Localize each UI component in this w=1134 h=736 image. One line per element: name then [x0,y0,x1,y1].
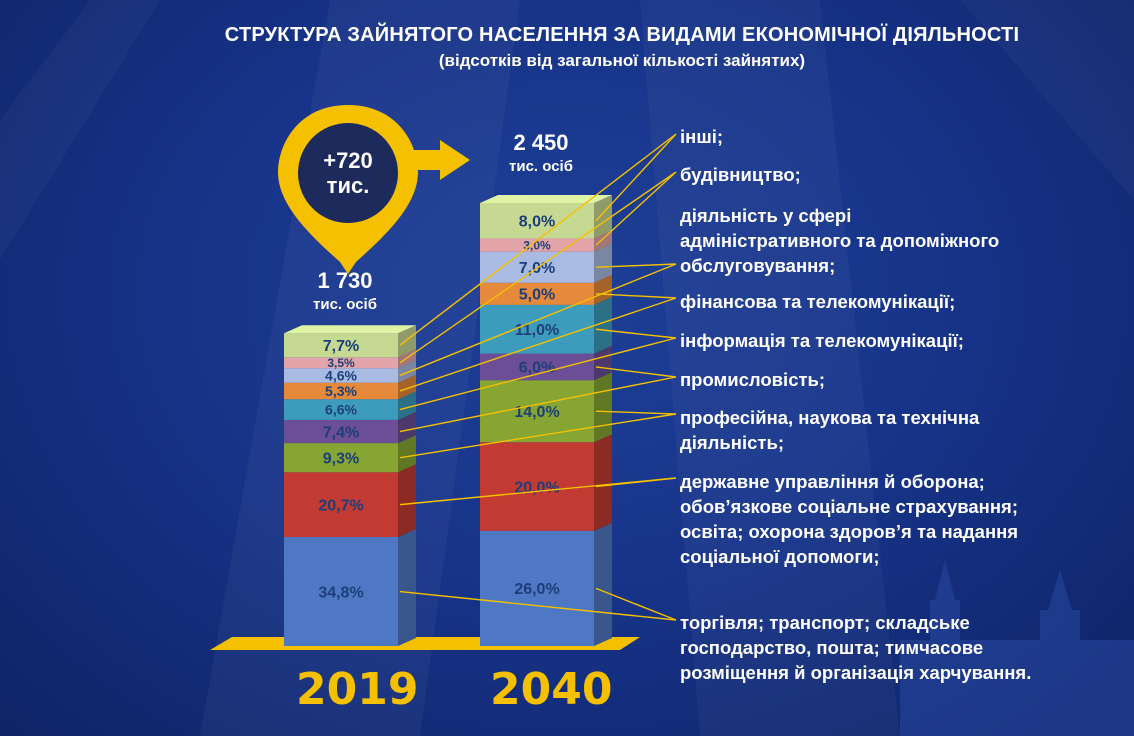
leader-line-2019-8 [399,133,677,346]
bar-2040-top [480,195,612,203]
bar-2019-segment-5-side [398,374,416,400]
bar-2019-segment-3 [284,419,398,444]
bar-2040-segment-6-side [594,243,612,283]
legend-label-construction: будівництво; [680,164,801,185]
data-label-2040-3: 6,0% [519,360,555,377]
bar-2019-segment-6-side [398,360,416,383]
leader-line-2040-6 [595,263,677,268]
bar-2040-segment-0 [480,530,594,646]
bar-2019-segment-8-side [398,325,416,358]
bar-2019-segment-7 [284,357,398,369]
leader-line-2019-0 [399,590,677,621]
leader-line-2040-0 [595,587,677,621]
total-2040-unit: тис. осіб [509,158,573,175]
data-label-2019-2: 9,3% [323,450,359,467]
bar-2040-segment-1 [480,442,594,531]
legend-label-professional: професійна, наукова та технічна діяльніс… [680,407,980,453]
data-label-2019-3: 7,4% [323,424,359,441]
bar-2019-segment-3-side [398,411,416,444]
total-2019-value: 1 730 [317,268,373,293]
growth-badge: +720 тис. [298,123,398,223]
data-label-2019-4: 6,6% [325,402,357,418]
leader-line-2040-2 [595,410,677,415]
bar-2019-segment-5 [284,382,398,400]
growth-badge-value: +720 [323,148,373,173]
data-label-2019-5: 5,3% [325,383,357,399]
leader-line-2019-5 [399,297,677,392]
total-2019-unit: тис. осіб [313,296,377,313]
bar-2019-segment-2 [284,443,398,473]
bar-2040-segment-7-side [594,230,612,252]
legend-label-public: державне управління й оборона; обов’язко… [680,471,1019,567]
legend-label-finance: фінансова та телекомунікації; [680,291,956,312]
growth-badge-unit: тис. [326,173,370,198]
leader-line-2040-3 [595,366,677,378]
leader-line-2040-8 [595,133,677,222]
legend-label-info: інформація та телекомунікації; [680,330,964,351]
bar-2019-segment-1-side [398,464,416,538]
chart-title: СТРУКТУРА ЗАЙНЯТОГО НАСЕЛЕННЯ ЗА ВИДАМИ … [224,24,1020,46]
bar-2040-segment-5-side [594,274,612,305]
leader-line-2040-7 [595,171,677,246]
leader-line-2019-2 [399,413,677,459]
leader-line-2019-7 [399,171,677,364]
bar-2040-segment-3-side [594,345,612,381]
bar-2040-segment-2-side [594,372,612,443]
total-2019: 1 730 тис. осіб [290,268,400,313]
bar-2040-segment-1-side [594,434,612,531]
data-label-2019-0: 34,8% [318,584,363,601]
year-label-2019: 2019 [296,664,419,715]
legend-label-trade: торгівля; транспорт; складське господарс… [680,612,1032,683]
legend-label-admin: діяльність у сфері адміністративного та … [680,205,1000,276]
data-label-2040-8: 8,0% [519,213,555,230]
leader-line-2019-4 [399,337,677,411]
bar-2040-segment-8 [480,203,594,239]
bar-2019-segment-2-side [398,435,416,473]
bar-2019-segment-4-side [398,391,416,420]
bar-2019-segment-0-side [398,529,416,646]
leader-line-2019-6 [399,263,677,377]
bar-2019-segment-1 [284,472,398,538]
data-label-2040-4: 11,0% [515,322,559,339]
bar-2019-top [284,325,416,334]
bar-2040-segment-8-side [594,195,612,239]
data-label-2040-1: 20,0% [514,479,559,496]
data-label-2019-7: 3,5% [327,356,355,370]
data-label-2040-7: 3,0% [523,238,551,252]
total-2040: 2 450 тис. осіб [486,130,596,175]
chart-subtitle: (відсотків від загальної кількості зайня… [438,51,806,70]
data-label-2019-6: 4,6% [325,367,357,383]
data-label-2019-1: 20,7% [318,497,363,514]
data-label-2040-2: 14,0% [514,404,559,421]
legend-label-other: інші; [680,126,724,147]
bar-2019-segment-0 [284,537,398,646]
total-2040-value: 2 450 [513,130,569,155]
bar-2040-segment-2 [480,380,594,443]
data-label-2040-0: 26,0% [514,581,559,598]
bar-2040-segment-4-side [594,296,612,354]
data-label-2019-8: 7,7% [323,338,359,355]
legend-label-industry: промисловість; [680,369,826,390]
leader-line-2040-1 [595,477,677,488]
bar-2040-segment-0-side [594,522,612,646]
data-label-2040-5: 5,0% [519,287,555,304]
bar-2019-segment-4 [284,399,398,420]
leader-line-2040-5 [595,293,677,299]
bar-2019-segment-6 [284,368,398,383]
bar-2019-segment-8 [284,333,398,358]
leader-line-2040-4 [595,328,677,339]
growth-arrow [410,140,470,180]
year-label-2040: 2040 [490,664,613,715]
leader-line-2019-3 [399,376,677,433]
